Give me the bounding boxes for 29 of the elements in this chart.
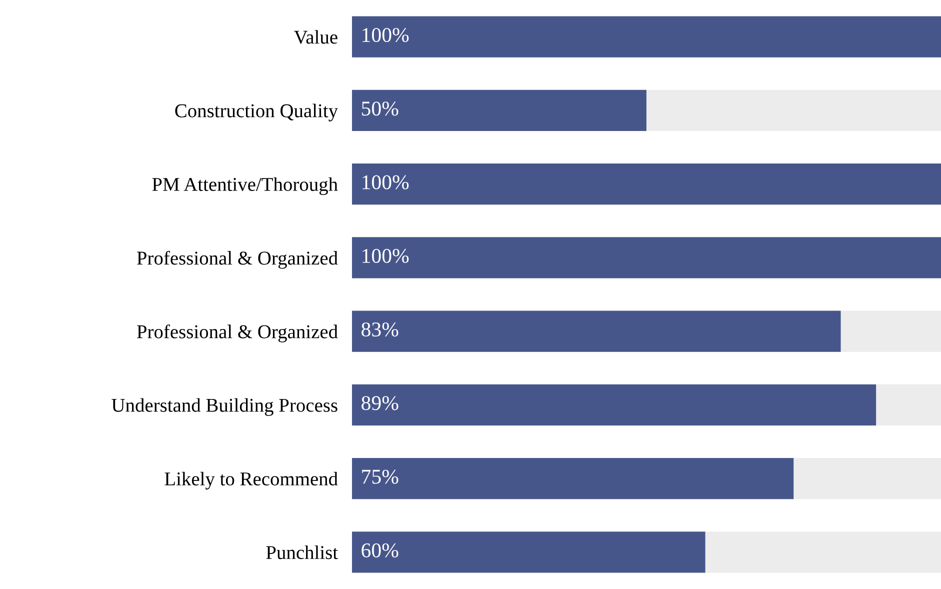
y-tick-label: Professional & Organized	[136, 324, 338, 342]
data-label: 75%	[362, 470, 398, 484]
data-label: 50%	[362, 102, 398, 116]
bar	[705, 532, 941, 573]
y-tick-label: Construction Quality	[175, 104, 338, 122]
bar	[840, 310, 941, 352]
bar	[352, 458, 794, 500]
data-label: 60%	[362, 543, 398, 558]
bar	[352, 384, 876, 426]
data-label: 100%	[362, 248, 409, 263]
bar	[794, 458, 941, 500]
y-tick-label: Likely to Recommend	[164, 472, 338, 490]
bar	[646, 90, 941, 132]
bar	[352, 16, 941, 58]
bar	[352, 90, 646, 132]
bar	[352, 163, 941, 205]
y-tick-label: Value	[294, 30, 338, 44]
data-label: 83%	[362, 322, 398, 337]
y-tick-label: Understand Building Process	[112, 398, 338, 416]
bar	[352, 310, 841, 352]
data-label: 100%	[362, 28, 409, 42]
bar	[352, 532, 706, 573]
bar	[876, 384, 941, 426]
bar	[352, 237, 941, 278]
y-tick-label: PM Attentive/Thorough	[152, 177, 338, 196]
y-tick-label: Punchlist	[266, 545, 338, 560]
data-label: 89%	[362, 396, 398, 410]
data-label: 100%	[362, 175, 409, 190]
y-tick-label: Professional & Organized	[136, 250, 338, 269]
